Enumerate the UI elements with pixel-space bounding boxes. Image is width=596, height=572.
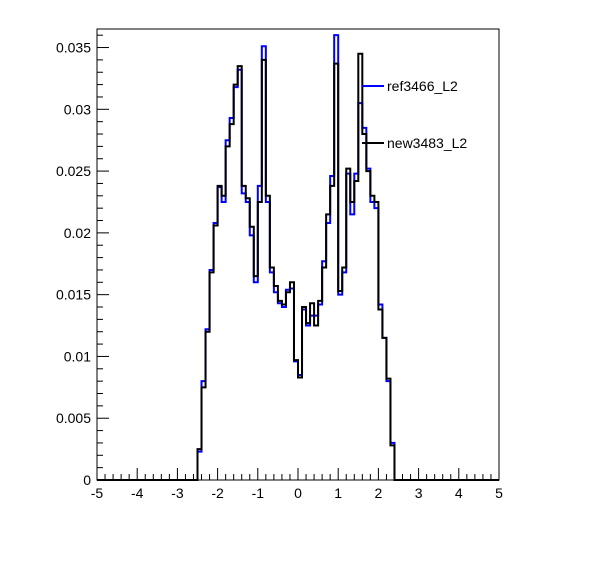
legend: ref3466_L2 new3483_L2 [362,78,467,151]
y-tick-label: 0.02 [64,225,91,241]
y-tick-label: 0.025 [56,163,91,179]
x-tick-label: -2 [211,485,224,501]
x-tick-label: 1 [334,485,342,501]
y-tick-label: 0.005 [56,410,91,426]
legend-label-new: new3483_L2 [387,135,467,151]
y-tick-label: 0 [83,472,91,488]
x-tick-label: -5 [91,485,104,501]
x-tick-label: 4 [455,485,463,501]
y-tick-label: 0.035 [56,40,91,56]
x-tick-label: -3 [171,485,184,501]
x-tick-label: 5 [495,485,503,501]
y-tick-label: 0.015 [56,287,91,303]
y-tick-label: 0.03 [64,101,91,117]
x-tick-label: -4 [131,485,144,501]
legend-label-ref: ref3466_L2 [387,78,458,94]
x-tick-label: -1 [252,485,265,501]
y-tick-label: 0.01 [64,348,91,364]
x-tick-label: 3 [415,485,423,501]
x-tick-label: 0 [294,485,302,501]
x-tick-label: 2 [375,485,383,501]
